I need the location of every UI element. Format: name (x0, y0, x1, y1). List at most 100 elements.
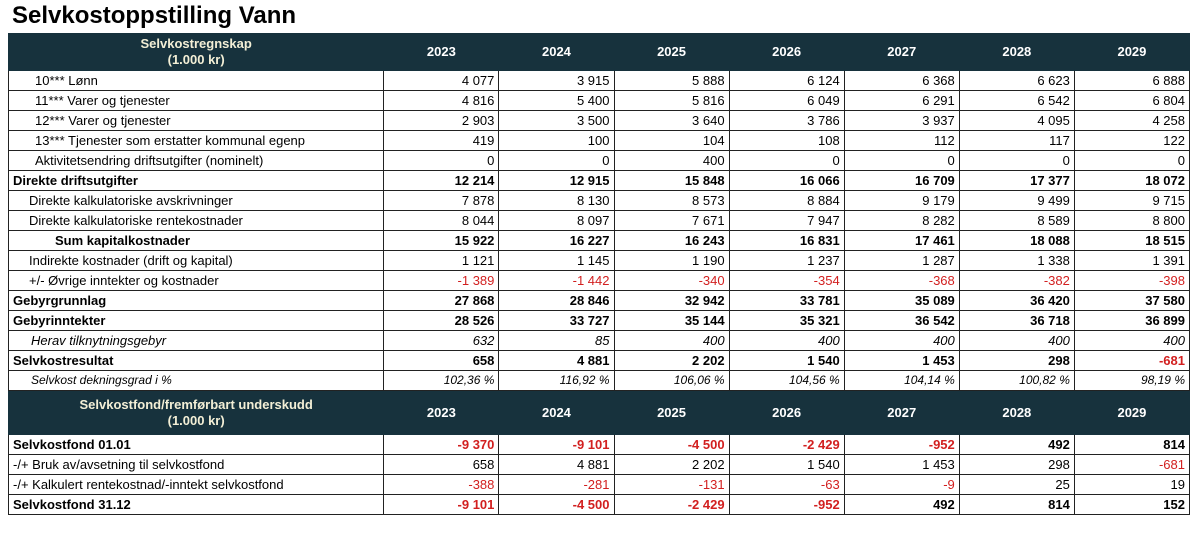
value-cell: -1 389 (383, 270, 500, 291)
table-row: 10*** Lønn 4 077 3 915 5 888 6 124 6 368 6 623… (7, 70, 1191, 91)
header-row: Selvkostfond/fremførbart underskudd (1.00… (7, 390, 1191, 435)
row-label: Herav tilknytningsgebyr (7, 330, 385, 351)
value-cell: -2 429 (728, 434, 845, 455)
value-cell: -9 370 (383, 434, 500, 455)
row-label: Aktivitetsendring driftsutgifter (nomine… (7, 150, 385, 171)
value-cell: 37 580 (1073, 290, 1191, 311)
value-cell: 6 368 (843, 70, 960, 91)
value-cell: 4 881 (498, 350, 615, 371)
value-cell: 298 (958, 350, 1075, 371)
value-cell: 492 (843, 494, 960, 515)
value-cell: 3 500 (498, 110, 615, 131)
value-cell: -2 429 (613, 494, 730, 515)
value-cell: 152 (1073, 494, 1191, 515)
value-cell: 36 899 (1073, 310, 1191, 331)
value-cell: -9 101 (498, 434, 615, 455)
value-cell: 6 804 (1073, 90, 1191, 111)
value-cell: 4 816 (383, 90, 500, 111)
value-cell: 6 542 (958, 90, 1075, 111)
table-row: Sum kapitalkostnader 15 922 16 227 16 243 16… (7, 230, 1191, 251)
row-label: Selvkostfond 01.01 (7, 434, 385, 455)
table-row: -/+ Bruk av/avsetning til selvkostfond 65… (7, 454, 1191, 475)
value-cell: 400 (958, 330, 1075, 351)
value-cell: 1 453 (843, 454, 960, 475)
value-cell: 27 868 (383, 290, 500, 311)
value-cell: -131 (613, 474, 730, 495)
value-cell: 4 881 (498, 454, 615, 475)
value-cell: 400 (728, 330, 845, 351)
year-header: 2029 (1073, 390, 1191, 435)
row-label: Gebyrgrunnlag (7, 290, 385, 311)
value-cell: 1 391 (1073, 250, 1191, 271)
value-cell: 298 (958, 454, 1075, 475)
value-cell: 25 (958, 474, 1075, 495)
header-label-line: (1.000 kr) (167, 412, 225, 428)
value-cell: 8 044 (383, 210, 500, 231)
value-cell: -340 (613, 270, 730, 291)
row-label: Selvkostfond 31.12 (7, 494, 385, 515)
row-label: Direkte kalkulatoriske avskrivninger (7, 190, 385, 211)
value-cell: 16 227 (498, 230, 615, 251)
value-cell: -4 500 (498, 494, 615, 515)
value-cell: 12 214 (383, 170, 500, 191)
header-label-line: Selvkostregnskap (140, 36, 252, 51)
value-cell: 15 848 (613, 170, 730, 191)
value-cell: 6 623 (958, 70, 1075, 91)
value-cell: 1 338 (958, 250, 1075, 271)
value-cell: -63 (728, 474, 845, 495)
value-cell: 4 077 (383, 70, 500, 91)
value-cell: 0 (958, 150, 1075, 171)
value-cell: 0 (498, 150, 615, 171)
value-cell: 122 (1073, 130, 1191, 151)
year-header: 2028 (958, 390, 1075, 435)
value-cell: 35 089 (843, 290, 960, 311)
value-cell: 814 (958, 494, 1075, 515)
value-cell: -398 (1073, 270, 1191, 291)
value-cell: 32 942 (613, 290, 730, 311)
year-header: 2023 (383, 33, 500, 71)
table-row: Selvkost dekningsgrad i % 102,36 % 116,92 … (7, 370, 1191, 391)
value-cell: 117 (958, 130, 1075, 151)
row-label: Sum kapitalkostnader (7, 230, 385, 251)
header-label: Selvkostfond/fremførbart underskudd (1.00… (7, 390, 385, 435)
value-cell: 5 816 (613, 90, 730, 111)
table-row: Selvkostresultat 658 4 881 2 202 1 540 1 453 2… (7, 350, 1191, 371)
header-label-line: (1.000 kr) (167, 52, 225, 67)
value-cell: 6 888 (1073, 70, 1191, 91)
table-row: 12*** Varer og tjenester 2 903 3 500 3 640 3… (7, 110, 1191, 131)
year-header: 2025 (613, 33, 730, 71)
year-header: 2029 (1073, 33, 1191, 71)
value-cell: -4 500 (613, 434, 730, 455)
table-row: Gebyrinntekter 28 526 33 727 35 144 35 321 36… (7, 310, 1191, 331)
value-cell: 28 526 (383, 310, 500, 331)
table-row: 13*** Tjenester som erstatter kommunal e… (7, 130, 1191, 151)
year-header: 2028 (958, 33, 1075, 71)
value-cell: 8 097 (498, 210, 615, 231)
year-header: 2024 (498, 33, 615, 71)
year-header: 2024 (498, 390, 615, 435)
value-cell: 2 202 (613, 350, 730, 371)
value-cell: 106,06 % (613, 370, 730, 391)
value-cell: 36 542 (843, 310, 960, 331)
header-label-line: Selvkostfond/fremførbart underskudd (79, 396, 313, 412)
table-row: Gebyrgrunnlag 27 868 28 846 32 942 33 781 35 … (7, 290, 1191, 311)
value-cell: -9 (843, 474, 960, 495)
cost-table: Selvkostregnskap (1.000 kr) 2023 2024 2025 20… (7, 33, 1191, 515)
value-cell: 8 282 (843, 210, 960, 231)
table-row: Selvkostfond 01.01 -9 370 -9 101 -4 500 -2 4… (7, 434, 1191, 455)
value-cell: 102,36 % (383, 370, 500, 391)
value-cell: 1 121 (383, 250, 500, 271)
table-row: Herav tilknytningsgebyr 632 85 400 400 400 400… (7, 330, 1191, 351)
table-row: Direkte driftsutgifter 12 214 12 915 15 848… (7, 170, 1191, 191)
row-label: 10*** Lønn (7, 70, 385, 91)
value-cell: 100 (498, 130, 615, 151)
value-cell: 7 878 (383, 190, 500, 211)
value-cell: -388 (383, 474, 500, 495)
row-label: -/+ Kalkulert rentekostnad/-inntekt selv… (7, 474, 385, 495)
value-cell: 6 049 (728, 90, 845, 111)
value-cell: 8 800 (1073, 210, 1191, 231)
value-cell: -952 (728, 494, 845, 515)
year-header: 2027 (843, 390, 960, 435)
value-cell: 16 709 (843, 170, 960, 191)
table-row: 11*** Varer og tjenester 4 816 5 400 5 816 6… (7, 90, 1191, 111)
